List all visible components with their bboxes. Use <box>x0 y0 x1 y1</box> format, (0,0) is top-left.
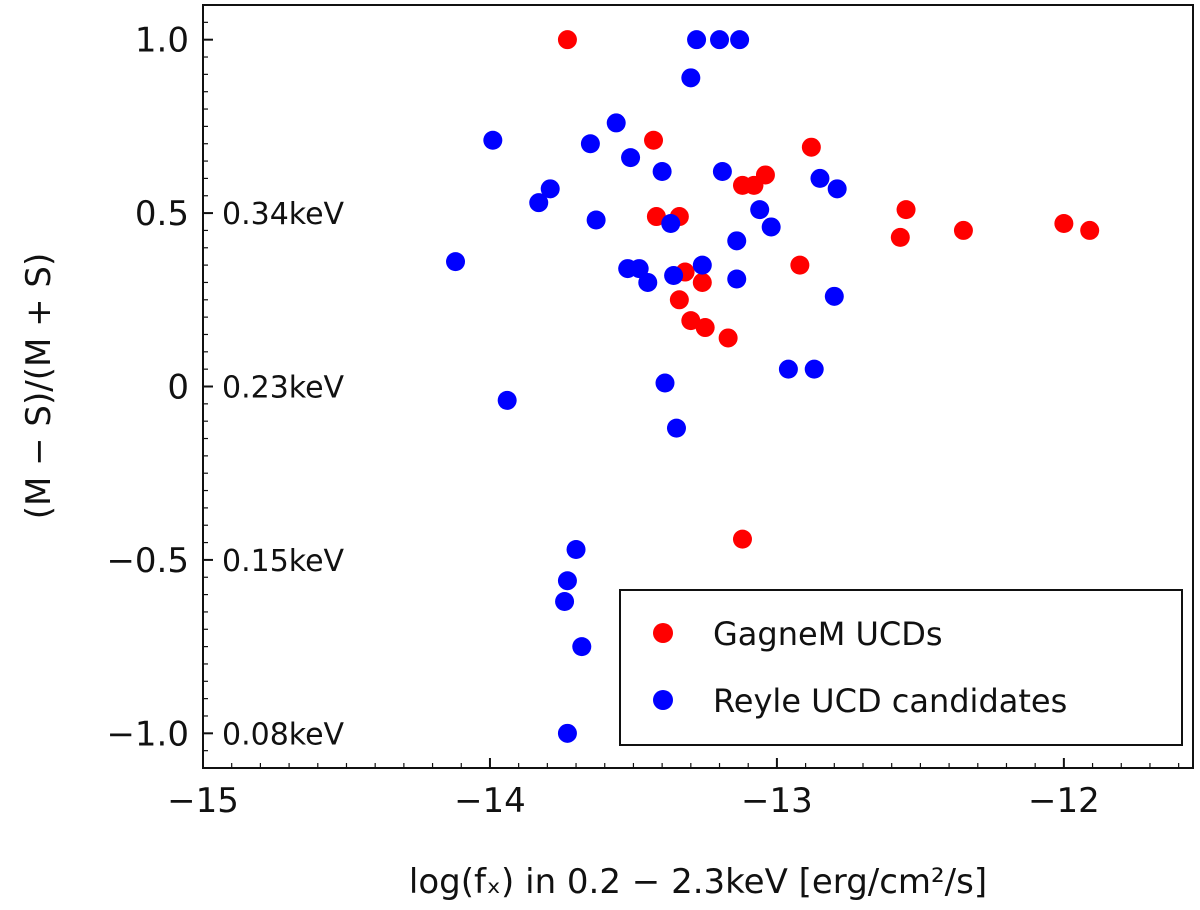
legend: GagneM UCDs Reyle UCD candidates <box>619 589 1183 746</box>
reyle-candidate-point <box>529 193 549 213</box>
x-tick-label: −15 <box>167 781 239 821</box>
reyle-candidate-point <box>681 68 701 88</box>
reyle-candidate-point <box>638 272 658 292</box>
gagnem-ucd-point <box>953 220 973 240</box>
y-tick-label: 0 <box>167 368 189 408</box>
gagnem-ucd-point <box>755 165 775 185</box>
reyle-candidate-point <box>629 259 649 279</box>
gagnem-ucd-point <box>790 255 810 275</box>
gagnem-ucd-point <box>1080 220 1100 240</box>
x-tick-label: −12 <box>1028 781 1100 821</box>
reyle-candidate-point <box>810 168 830 188</box>
x-tick-label: −13 <box>741 781 813 821</box>
legend-marker-gagnem <box>653 623 673 643</box>
y-axis-ticks: 1.0 0.5 0 −0.5 −1.0 <box>106 21 213 754</box>
reyle-candidate-point <box>661 213 681 233</box>
reyle-candidate-point <box>483 130 503 150</box>
legend-box <box>619 589 1183 746</box>
reyle-candidate-point <box>566 540 586 560</box>
minor-ticks <box>203 21 1180 768</box>
reyle-candidate-point <box>586 210 606 230</box>
energy-annotation: 0.23keV <box>222 371 345 406</box>
reyle-candidate-point <box>557 571 577 591</box>
energy-annotation: 0.08keV <box>222 717 345 752</box>
reyle-candidate-point <box>606 113 626 133</box>
reyle-candidate-point <box>727 269 747 289</box>
gagnem-ucd-point <box>692 272 712 292</box>
y-tick-label: 0.5 <box>135 194 189 234</box>
reyle-candidate-point <box>621 148 641 168</box>
reyle-candidate-point <box>824 286 844 306</box>
y-axis-label: (M − S)/(M + S) <box>19 253 59 520</box>
gagnem-ucd-point <box>695 318 715 338</box>
gagnem-ucd-point <box>644 130 664 150</box>
gagnem-ucd-point <box>896 200 916 220</box>
reyle-candidate-point <box>655 373 675 393</box>
reyle-candidate-point <box>666 418 686 438</box>
energy-annotation: 0.15keV <box>222 544 345 579</box>
reyle-candidate-point <box>555 592 575 612</box>
reyle-candidate-point <box>540 179 560 199</box>
gagnem-ucd-point <box>557 30 577 50</box>
reyle-candidate-point <box>804 359 824 379</box>
gagnem-ucd-point <box>1054 213 1074 233</box>
reyle-candidate-point <box>664 266 684 286</box>
gagnem-ucd-point <box>890 227 910 247</box>
gagnem-ucd-point <box>732 529 752 549</box>
gagnem-ucd-point <box>681 311 701 331</box>
y-tick-label: −0.5 <box>106 541 189 581</box>
gagnem-ucd-point <box>801 137 821 157</box>
gagnem-ucd-point <box>646 207 666 227</box>
y-tick-label: 1.0 <box>135 21 189 61</box>
reyle-candidate-point <box>652 161 672 181</box>
reyle-candidate-point <box>778 359 798 379</box>
reyle-candidate-point <box>712 161 732 181</box>
energy-annotation: 0.34keV <box>222 197 345 232</box>
gagnem-ucd-point <box>718 328 738 348</box>
x-axis-ticks: −15 −14 −13 −12 <box>167 758 1100 821</box>
gagnem-ucd-point <box>669 290 689 310</box>
energy-annotations: 0.34keV 0.23keV 0.15keV 0.08keV <box>222 197 345 752</box>
legend-marker-reyle <box>653 690 673 710</box>
legend-label-reyle: Reyle UCD candidates <box>713 682 1067 720</box>
reyle-candidate-point <box>750 200 770 220</box>
reyle-candidate-point <box>827 179 847 199</box>
reyle-candidate-point <box>687 30 707 50</box>
x-tick-label: −14 <box>454 781 526 821</box>
reyle-candidate-point <box>497 390 517 410</box>
y-tick-label: −1.0 <box>106 714 189 754</box>
reyle-candidate-point <box>572 637 592 657</box>
reyle-candidate-point <box>557 723 577 743</box>
reyle-candidate-point <box>730 30 750 50</box>
reyle-candidate-point <box>761 217 781 237</box>
reyle-candidate-point <box>580 134 600 154</box>
reyle-candidate-point <box>692 255 712 275</box>
legend-label-gagnem: GagneM UCDs <box>713 615 943 653</box>
data-points <box>446 30 1100 743</box>
reyle-candidate-point <box>727 231 747 251</box>
reyle-candidate-point <box>710 30 730 50</box>
reyle-candidate-point <box>446 252 466 272</box>
x-axis-label: log(fₓ) in 0.2 − 2.3keV [erg/cm²/s] <box>409 862 987 902</box>
